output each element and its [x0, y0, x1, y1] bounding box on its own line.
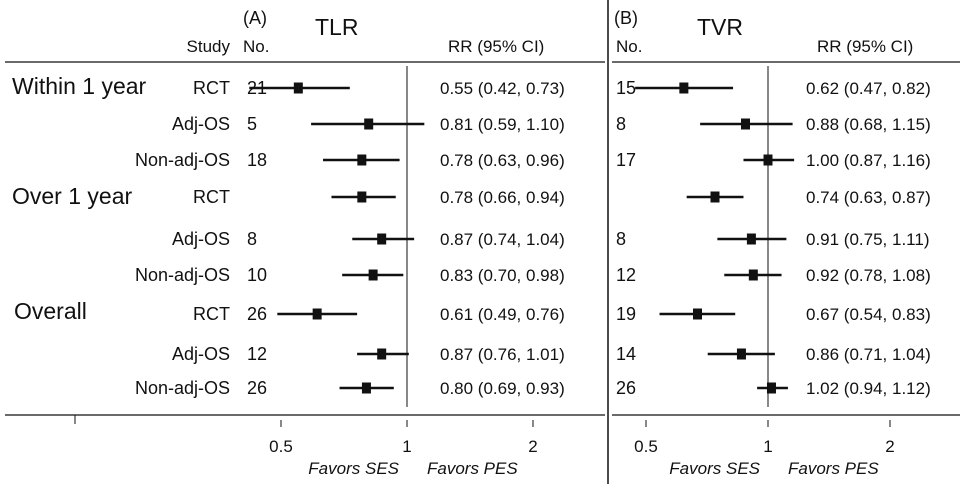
panel-b-title: TVR [697, 14, 743, 40]
point-estimate [361, 382, 371, 394]
group-label-over-1-year: Over 1 year [12, 183, 132, 209]
panel-b-tvr: 15 0.62 (0.47, 0.82) 8 0.88 (0.68, 1.15) 17 1… [616, 66, 931, 478]
rr-ci-text: 1.00 (0.87, 1.16) [806, 151, 931, 170]
point-estimate [377, 233, 387, 245]
panel-a-label: (A) [243, 8, 267, 28]
study-count: 12 [616, 265, 636, 285]
rr-ci-text: 0.78 (0.63, 0.96) [440, 151, 565, 170]
study-count: 18 [247, 150, 267, 170]
x-tick-label: 2 [885, 437, 894, 456]
panel-a-rr-header: RR (95% CI) [448, 37, 544, 56]
study-label-non-adj-os: Non-adj-OS [135, 150, 230, 170]
favors-right-label: Favors PES [788, 459, 879, 478]
point-estimate [736, 348, 746, 360]
study-count: 5 [247, 114, 257, 134]
point-estimate [364, 118, 374, 130]
rr-ci-text: 0.91 (0.75, 1.11) [806, 230, 930, 249]
study-count: 17 [616, 150, 636, 170]
favors-left-label: Favors SES [308, 459, 399, 478]
rr-ci-text: 0.81 (0.59, 1.10) [440, 115, 565, 134]
study-count: 8 [616, 229, 626, 249]
group-label-within-1-year: Within 1 year [12, 73, 147, 99]
panel-a-no-header: No. [243, 37, 269, 56]
rr-ci-text: 0.92 (0.78, 1.08) [806, 266, 931, 285]
study-label-adj-os: Adj-OS [172, 114, 230, 134]
study-label-non-adj-os: Non-adj-OS [135, 265, 230, 285]
study-count: 10 [247, 265, 267, 285]
panel-a-tlr: 21 0.55 (0.42, 0.73)5 0.81 (0.59, 1.10)18 0… [247, 66, 565, 478]
study-count: 14 [616, 344, 636, 364]
study-label-rct: RCT [193, 187, 230, 207]
point-estimate [679, 82, 689, 94]
rr-ci-text: 0.86 (0.71, 1.04) [806, 345, 931, 364]
study-labels: RCT Adj-OS Non-adj-OS RCT Adj-OS Non-adj-OS RC… [135, 78, 230, 398]
x-tick-label: 1 [402, 437, 411, 456]
study-count: 26 [247, 304, 267, 324]
point-estimate [368, 269, 378, 281]
favors-left-label: Favors SES [669, 459, 760, 478]
study-count: 15 [616, 78, 636, 98]
rr-ci-text: 0.62 (0.47, 0.82) [806, 79, 931, 98]
rr-ci-text: 0.78 (0.66, 0.94) [440, 188, 565, 207]
point-estimate [693, 308, 703, 320]
panel-b-rr-header: RR (95% CI) [817, 37, 913, 56]
x-tick-label: 0.5 [269, 437, 293, 456]
study-column-header: Study [187, 37, 231, 56]
point-estimate [312, 308, 322, 320]
study-count: 21 [247, 78, 267, 98]
rr-ci-text: 0.80 (0.69, 0.93) [440, 379, 565, 398]
point-estimate [766, 382, 776, 394]
x-tick-label: 1 [763, 437, 772, 456]
rr-ci-text: 0.88 (0.68, 1.15) [806, 115, 931, 134]
study-label-rct: RCT [193, 304, 230, 324]
rr-ci-text: 0.55 (0.42, 0.73) [440, 79, 565, 98]
x-tick-label: 2 [528, 437, 537, 456]
panel-a-title: TLR [315, 14, 358, 40]
point-estimate [748, 269, 758, 281]
group-label-overall: Overall [14, 298, 87, 324]
x-tick-label: 0.5 [634, 437, 658, 456]
study-label-non-adj-os: Non-adj-OS [135, 378, 230, 398]
rr-ci-text: 0.61 (0.49, 0.76) [440, 305, 565, 324]
point-estimate [377, 348, 387, 360]
point-estimate [741, 118, 751, 130]
study-count: 8 [616, 114, 626, 134]
favors-right-label: Favors PES [427, 459, 518, 478]
study-label-adj-os: Adj-OS [172, 229, 230, 249]
rr-ci-text: 0.87 (0.74, 1.04) [440, 230, 565, 249]
point-estimate [357, 191, 367, 203]
point-estimate [293, 82, 303, 94]
panel-b-no-header: No. [616, 37, 642, 56]
point-estimate [746, 233, 756, 245]
study-count: 26 [616, 378, 636, 398]
rr-ci-text: 1.02 (0.94, 1.12) [806, 379, 931, 398]
study-count: 12 [247, 344, 267, 364]
study-count: 19 [616, 304, 636, 324]
rr-ci-text: 0.87 (0.76, 1.01) [440, 345, 565, 364]
study-count: 8 [247, 229, 257, 249]
rr-ci-text: 0.67 (0.54, 0.83) [806, 305, 931, 324]
study-label-rct: RCT [193, 78, 230, 98]
rr-ci-text: 0.74 (0.63, 0.87) [806, 188, 931, 207]
panel-b-label: (B) [614, 8, 638, 28]
point-estimate [357, 154, 367, 166]
rr-ci-text: 0.83 (0.70, 0.98) [440, 266, 565, 285]
study-label-adj-os: Adj-OS [172, 344, 230, 364]
point-estimate [763, 154, 773, 166]
point-estimate [710, 191, 720, 203]
study-count: 26 [247, 378, 267, 398]
